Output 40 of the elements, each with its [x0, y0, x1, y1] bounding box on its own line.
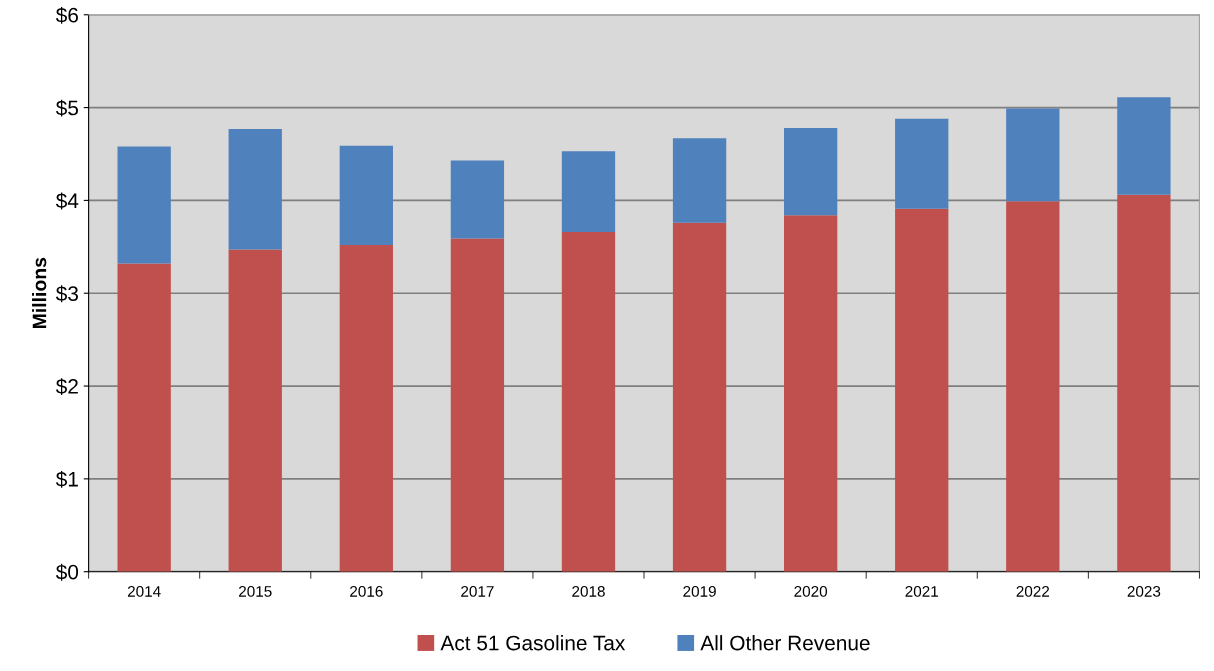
x-tick-label: 2017: [461, 585, 494, 597]
bar: [1006, 108, 1060, 202]
bar: [228, 128, 282, 250]
bar: [339, 244, 393, 572]
bar: [450, 238, 505, 572]
y-tick-label: $0: [55, 563, 79, 581]
bar: [783, 215, 838, 572]
x-tick-label: 2022: [1016, 585, 1050, 597]
y-tick-label: $3: [55, 285, 78, 303]
x-tick-label: 2021: [905, 585, 938, 597]
y-tick-label: $4: [55, 192, 79, 210]
y-tick-label: $6: [55, 6, 78, 24]
bar: [1117, 194, 1171, 572]
bar: [228, 249, 282, 572]
y-tick-label: $2: [55, 378, 78, 396]
y-axis-title: Millions: [32, 257, 47, 329]
bar: [895, 118, 949, 209]
bar: [672, 222, 727, 572]
legend-label: Act 51 Gasoline Tax: [440, 635, 626, 651]
legend-label: All Other Revenue: [700, 635, 870, 651]
bar: [895, 208, 949, 572]
y-tick-label: $1: [55, 471, 78, 488]
bar: [783, 128, 838, 216]
bar: [672, 138, 727, 223]
bar: [339, 145, 393, 245]
x-tick-label: 2014: [127, 585, 161, 597]
y-tick-label: $5: [55, 99, 79, 117]
x-tick-label: 2016: [350, 585, 383, 597]
x-tick-label: 2023: [1127, 585, 1161, 597]
bar: [561, 151, 616, 232]
bar: [450, 160, 505, 239]
x-tick-label: 2020: [794, 585, 828, 597]
bar: [561, 231, 616, 572]
bar: [117, 146, 171, 264]
x-tick-label: 2019: [683, 585, 716, 597]
bar: [117, 263, 171, 572]
x-tick-label: 2015: [239, 585, 272, 597]
x-tick-label: 2018: [572, 585, 605, 597]
bar: [1117, 97, 1171, 195]
bar: [1006, 201, 1060, 572]
